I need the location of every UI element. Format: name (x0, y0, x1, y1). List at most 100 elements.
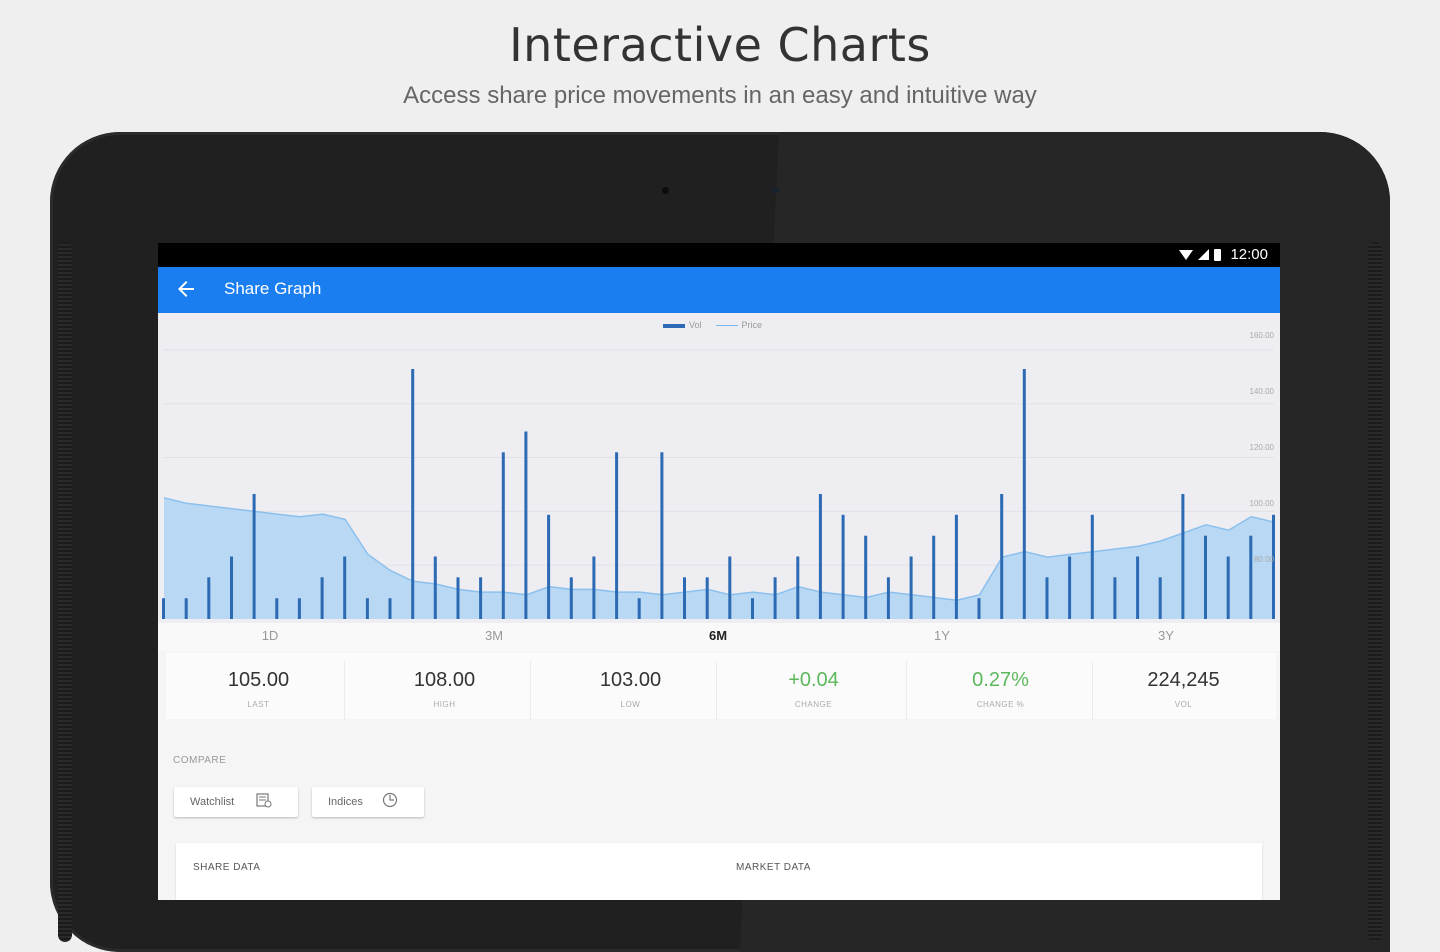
status-clock: 12:00 (1230, 246, 1268, 263)
stat-label: CHANGE (794, 700, 833, 709)
stat-change: +0.04 CHANGE (721, 653, 906, 719)
y-tick: 120.00 (1249, 443, 1274, 452)
watchlist-button[interactable]: Watchlist (174, 787, 298, 817)
volume-bar (1113, 577, 1117, 619)
sensor-dot (772, 187, 779, 194)
volume-bar (569, 577, 573, 619)
volume-bar (456, 577, 460, 619)
stat-value: 103.00 (599, 669, 662, 691)
volume-bar (1045, 577, 1049, 619)
speaker-right (1368, 242, 1382, 942)
volume-bar (207, 577, 211, 619)
data-card: SHARE DATA MARKET DATA (176, 843, 1262, 900)
volume-bar (1226, 556, 1230, 619)
screen-title: Share Graph (224, 279, 322, 298)
share-chart[interactable]: Vol Price 160.00 140.00 120.00 100.00 80… (158, 313, 1280, 623)
signal-icon (1198, 249, 1210, 260)
volume-bar (705, 577, 709, 619)
battery-icon (1214, 248, 1222, 261)
stats-row: 105.00 LAST 108.00 HIGH 103.00 LOW +0.04… (166, 653, 1276, 719)
back-arrow-icon[interactable] (174, 277, 198, 301)
volume-bar (162, 598, 165, 619)
indices-label: Indices (328, 796, 363, 808)
volume-bar (1000, 494, 1004, 619)
legend-vol: Vol (663, 320, 702, 330)
status-bar: 12:00 (158, 243, 1280, 267)
volume-bar (230, 556, 233, 619)
volume-bar (796, 556, 800, 619)
volume-bar (660, 452, 664, 619)
stat-value: 224,245 (1147, 669, 1220, 691)
volume-bar (547, 514, 551, 619)
volume-bar (1249, 535, 1253, 619)
volume-bar (751, 598, 754, 619)
stat-high: 108.00 HIGH (352, 653, 537, 719)
price-line (163, 497, 1275, 601)
volume-bar (909, 556, 913, 619)
status-icons: 12:00 (1179, 246, 1268, 263)
stat-label: CHANGE % (976, 700, 1025, 709)
stat-low: 103.00 LOW (538, 653, 723, 719)
tab-3m[interactable]: 3M (484, 628, 504, 643)
stat-label: LOW (620, 700, 641, 709)
volume-bar (1204, 535, 1207, 619)
volume-bar (592, 556, 596, 619)
volume-bar (524, 431, 528, 619)
app-bar: Share Graph (158, 267, 1280, 313)
volume-bar (1136, 556, 1140, 619)
volume-bar (184, 598, 188, 619)
legend-price: Price (715, 320, 762, 330)
hero-subtitle: Access share price movements in an easy … (403, 82, 1037, 109)
indices-button[interactable]: Indices (312, 787, 424, 817)
tab-1y[interactable]: 1Y (934, 628, 950, 643)
camera-dot (662, 187, 669, 194)
volume-bar (433, 556, 437, 619)
volume-bar (1181, 494, 1185, 619)
share-data-heading: SHARE DATA (193, 862, 261, 873)
wifi-icon (1179, 249, 1194, 260)
volume-bar (275, 598, 279, 619)
volume-bar (365, 598, 369, 619)
y-tick: 140.00 (1249, 387, 1274, 396)
volume-bar (886, 577, 890, 619)
tablet-screen: 12:00 Share Graph Vol Price 160.00 140.0… (158, 243, 1280, 900)
y-tick: 160.00 (1249, 331, 1274, 340)
volume-bar (977, 598, 981, 619)
stat-value: 105.00 (227, 669, 290, 691)
stat-value: +0.04 (788, 669, 839, 691)
stat-value: 108.00 (413, 669, 476, 691)
tab-1d[interactable]: 1D (261, 628, 279, 643)
watchlist-icon (256, 793, 272, 808)
stat-change-pct: 0.27% CHANGE % (908, 653, 1093, 719)
compare-label: COMPARE (173, 755, 227, 766)
volume-bar (388, 598, 392, 619)
chart-legend: Vol Price (663, 320, 762, 330)
y-tick: 80.00 (1253, 555, 1274, 564)
volume-bar (252, 494, 256, 619)
volume-bar (1068, 556, 1072, 619)
volume-bar (1022, 369, 1026, 619)
volume-bar (954, 514, 958, 619)
hero-title: Interactive Charts (509, 18, 931, 72)
market-data-heading: MARKET DATA (736, 862, 811, 873)
volume-bar (501, 452, 505, 619)
volume-bar (932, 535, 936, 619)
stat-value: 0.27% (972, 669, 1029, 691)
volume-bar (411, 369, 415, 619)
stat-label: LAST (247, 700, 270, 709)
indices-icon (382, 792, 398, 808)
stat-label: VOL (1174, 700, 1193, 709)
stat-last: 105.00 LAST (166, 653, 351, 719)
volume-bar (297, 598, 301, 619)
chart-canvas[interactable] (158, 313, 1280, 623)
price-area (164, 497, 1274, 619)
volume-bar (479, 577, 483, 619)
volume-bar (683, 577, 686, 619)
volume-bar (818, 494, 822, 619)
volume-bar (864, 535, 868, 619)
tab-6m[interactable]: 6M (708, 628, 728, 643)
range-tabs: 1D 3M 6M 1Y 3Y (158, 623, 1280, 651)
volume-bar (841, 514, 845, 619)
volume-bar (1158, 577, 1162, 619)
tab-3y[interactable]: 3Y (1158, 628, 1174, 643)
